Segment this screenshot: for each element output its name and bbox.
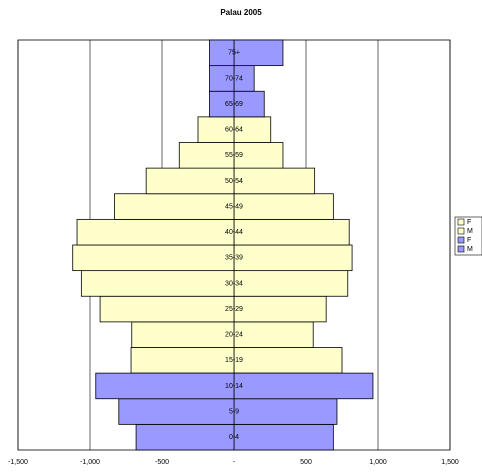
- category-label: 30-34: [225, 280, 243, 287]
- bar: [233, 244, 353, 272]
- category-label: 10-14: [225, 383, 243, 390]
- category-label: 5-9: [229, 408, 239, 415]
- category-label: 20-24: [225, 332, 243, 339]
- category-label: 15-19: [225, 357, 243, 364]
- bar: [99, 295, 235, 323]
- legend-swatch: [457, 218, 465, 226]
- x-tick-label: -1,000: [80, 459, 100, 466]
- bar: [80, 270, 235, 297]
- bar: [233, 270, 349, 297]
- category-label: 70-74: [225, 75, 243, 82]
- bar: [135, 423, 235, 451]
- x-tick-label: -1,500: [8, 459, 28, 466]
- legend-swatch: [457, 227, 465, 235]
- x-tick-label: 1,500: [441, 459, 459, 466]
- bar: [233, 39, 284, 67]
- category-label: 50-54: [225, 178, 243, 185]
- legend-swatch: [457, 245, 465, 253]
- bar: [233, 218, 350, 246]
- bar: [209, 39, 235, 67]
- bar: [233, 90, 265, 118]
- x-tick-label: -500: [155, 459, 169, 466]
- legend-label: F: [467, 237, 471, 244]
- bar: [233, 347, 343, 374]
- bar: [233, 295, 327, 323]
- bar: [95, 372, 235, 400]
- bar: [233, 193, 334, 220]
- x-tick-label: 1,000: [369, 459, 387, 466]
- bar: [131, 321, 235, 348]
- category-label: 75+: [228, 50, 240, 57]
- legend-label: M: [467, 228, 473, 235]
- category-label: 60-64: [225, 127, 243, 134]
- bar: [233, 423, 334, 451]
- category-label: 45-49: [225, 203, 243, 210]
- category-label: 65-69: [225, 101, 243, 108]
- bar: [209, 90, 235, 118]
- bar: [233, 167, 316, 195]
- legend-swatch: [457, 236, 465, 244]
- bar: [114, 193, 235, 220]
- bar: [72, 244, 235, 272]
- legend-label: F: [467, 219, 471, 226]
- category-label: 0-4: [229, 434, 239, 441]
- x-tick-label: 500: [300, 459, 312, 466]
- bar: [76, 218, 235, 246]
- bar: [178, 142, 235, 169]
- bar: [233, 398, 338, 425]
- category-label: 25-29: [225, 306, 243, 313]
- category-label: 35-39: [225, 255, 243, 262]
- category-label: 55-59: [225, 152, 243, 159]
- bar: [209, 65, 235, 92]
- bar: [197, 116, 235, 143]
- legend-label: M: [467, 246, 473, 253]
- chart-title: Palau 2005: [220, 8, 262, 17]
- bar: [118, 398, 235, 425]
- x-tick-label: -: [233, 459, 236, 466]
- bar: [233, 321, 314, 348]
- category-label: 40-44: [225, 229, 243, 236]
- bar: [145, 167, 235, 195]
- bar: [233, 372, 374, 400]
- bar: [130, 347, 235, 374]
